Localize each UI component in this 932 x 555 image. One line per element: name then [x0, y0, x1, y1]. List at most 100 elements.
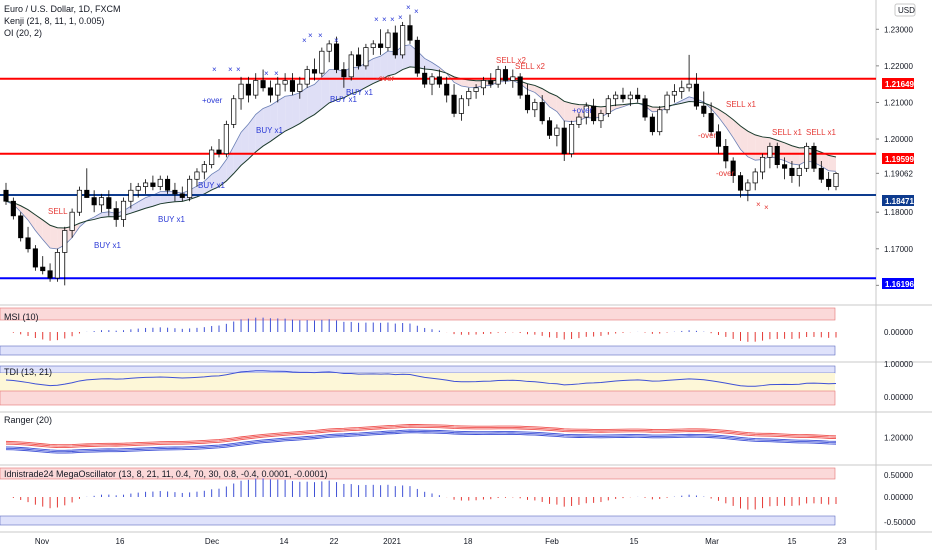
- candle-body: [539, 102, 545, 122]
- kenji-label[interactable]: Kenji (21, 8, 11, 1, 0.005): [4, 16, 104, 26]
- candle-body: [18, 215, 24, 239]
- candle-body: [649, 116, 655, 133]
- cloud-segment: [204, 174, 212, 194]
- candle-body: [613, 94, 619, 100]
- oi-label[interactable]: OI (20, 2): [4, 28, 42, 38]
- candle-body: [693, 83, 699, 107]
- date-axis-label: 2021: [383, 537, 401, 546]
- candle-body: [400, 25, 406, 56]
- cloud-segment: [226, 146, 234, 182]
- currency-badge[interactable]: [894, 3, 916, 17]
- candle-body: [620, 94, 626, 100]
- cross-marker: ×: [398, 13, 403, 22]
- signal-label: SELL x1: [726, 100, 756, 109]
- candle-body: [275, 83, 281, 96]
- cloud-segment: [307, 84, 315, 119]
- cross-marker: ×: [212, 65, 217, 74]
- cloud-segment: [733, 119, 741, 150]
- mega-upper-band: [0, 467, 836, 480]
- cloud-segment: [263, 105, 271, 147]
- candle-body: [502, 69, 509, 81]
- candle-body: [363, 47, 369, 67]
- msi-tick-label: 0.00000: [884, 328, 913, 337]
- ranger-lower-line: [5, 430, 837, 453]
- cloud-segment: [101, 211, 109, 218]
- cloud-segment: [160, 191, 168, 204]
- price-tick-label: 1.18000: [884, 208, 913, 217]
- cloud-segment: [241, 124, 249, 166]
- candle-body: [297, 83, 303, 92]
- candle-body: [25, 237, 31, 250]
- candle-body: [789, 167, 795, 176]
- candle-body: [811, 145, 817, 169]
- candle-body: [378, 43, 384, 48]
- mega-lower-band: [0, 515, 836, 526]
- candle-body: [495, 69, 501, 85]
- cloud-segment: [277, 96, 286, 137]
- candle-body: [69, 211, 75, 231]
- cloud-segment: [564, 101, 572, 122]
- cloud-segment: [50, 225, 58, 250]
- candle-body: [627, 94, 633, 100]
- candle-body: [172, 189, 178, 195]
- cloud-segment: [725, 113, 734, 138]
- tdi-mid-band: [0, 373, 835, 391]
- candle-body: [458, 98, 464, 114]
- candle-body: [671, 91, 677, 96]
- price-tick-label: 1.17000: [884, 245, 913, 254]
- cloud-segment: [248, 114, 256, 160]
- candle-body: [701, 105, 707, 114]
- date-axis-label: 18: [464, 537, 473, 546]
- cloud-segment: [358, 62, 366, 92]
- candle-body: [289, 80, 296, 92]
- candle-body: [113, 208, 119, 220]
- signal-label: BUY x1: [198, 181, 226, 190]
- date-axis-label: Nov: [35, 537, 49, 546]
- candle-body: [796, 167, 802, 176]
- candle-body: [436, 76, 442, 85]
- cross-marker: ×: [374, 15, 379, 24]
- candle-body: [414, 39, 420, 74]
- date-axis-label: 15: [630, 537, 639, 546]
- cross-marker: ×: [228, 65, 233, 74]
- mega-pane-label[interactable]: Idnistrade24 MegaOscillator (13, 8, 21, …: [4, 469, 328, 479]
- cloud-segment: [615, 104, 623, 110]
- msi-pane-label[interactable]: MSI (10): [4, 312, 39, 322]
- candle-body: [98, 197, 105, 206]
- tdi-upper-band: [0, 365, 836, 374]
- candle-body: [723, 145, 729, 162]
- cross-marker: ×: [764, 203, 769, 212]
- cloud-segment: [828, 155, 836, 172]
- cloud-segment: [542, 88, 550, 107]
- price-tick-label: 1.22000: [884, 62, 913, 71]
- cross-marker: ×: [236, 65, 241, 74]
- candle-body: [561, 127, 567, 155]
- cloud-segment: [270, 100, 278, 142]
- candle-body: [47, 270, 53, 279]
- candle-body: [686, 83, 692, 89]
- candle-body: [245, 83, 251, 96]
- ranger-pane-label[interactable]: Ranger (20): [4, 415, 52, 425]
- candle-body: [451, 94, 457, 114]
- candle-body: [319, 50, 325, 74]
- candle-body: [473, 87, 479, 92]
- price-tag-support-1: 1.18471: [882, 195, 914, 206]
- candle-body: [32, 248, 38, 268]
- cross-marker: ×: [274, 69, 279, 78]
- cross-marker: ×: [302, 36, 307, 45]
- candle-body: [194, 171, 200, 180]
- cloud-segment: [380, 51, 388, 81]
- candle-body: [488, 80, 494, 85]
- cloud-segment: [35, 214, 43, 240]
- date-axis-label: 23: [838, 537, 847, 546]
- tdi-pane-label[interactable]: TDI (13, 21): [4, 367, 52, 377]
- signal-label: SELL x2: [515, 62, 545, 71]
- candle-body: [532, 102, 538, 111]
- candle-body: [267, 87, 273, 96]
- candle-body: [569, 124, 575, 155]
- candle-body: [517, 76, 523, 96]
- candle-body: [407, 25, 413, 41]
- candle-body: [422, 72, 428, 85]
